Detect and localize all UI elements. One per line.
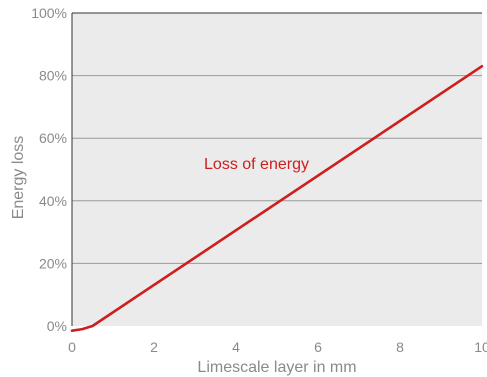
y-tick-label: 60% (39, 130, 67, 146)
x-axis-label: Limescale layer in mm (197, 359, 356, 376)
y-tick-label: 0% (47, 318, 67, 334)
gridlines (72, 75, 482, 264)
y-tick-label: 100% (31, 5, 67, 21)
y-tick-label: 20% (39, 255, 67, 271)
x-tick-label: 8 (396, 339, 404, 355)
x-tick-label: 2 (150, 339, 158, 355)
series-group (70, 64, 484, 332)
y-tick-label: 80% (39, 68, 67, 84)
axes (71, 12, 482, 326)
y-tick-label: 40% (39, 193, 67, 209)
x-tick-label: 0 (68, 339, 76, 355)
x-tick-label: 10 (474, 339, 487, 355)
y-axis-label: Energy loss (10, 136, 27, 220)
annotation-loss-of-energy: Loss of energy (204, 156, 309, 173)
x-tick-labels: 0 2 4 6 8 10 (68, 339, 487, 355)
y-tick-labels: 0% 20% 40% 60% 80% 100% (31, 5, 67, 334)
x-tick-label: 6 (314, 339, 322, 355)
series-line-0 (70, 64, 484, 332)
plot-area (72, 13, 482, 326)
x-tick-label: 4 (232, 339, 240, 355)
